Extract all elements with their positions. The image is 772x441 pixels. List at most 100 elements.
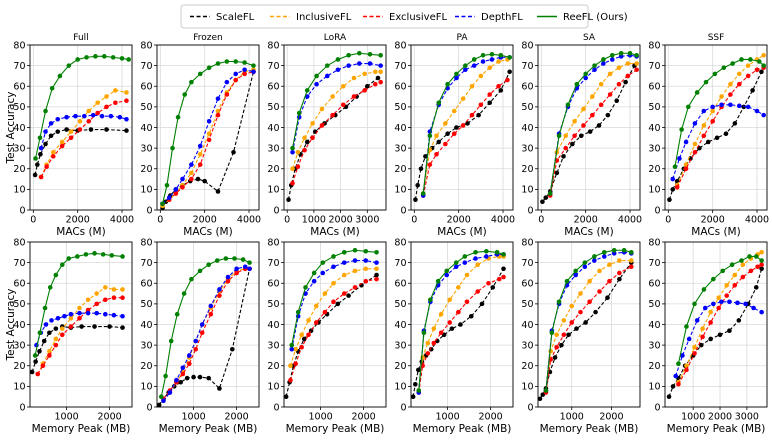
- data-point-reefl-ours: [547, 191, 553, 196]
- y-tick-label: 80: [140, 40, 152, 51]
- data-point-inclusivefl: [431, 326, 437, 331]
- data-point-exclusivefl: [189, 176, 194, 182]
- data-point-exclusivefl: [692, 149, 698, 155]
- panel-r0-c1: 0 10 20 30 40 50 60 70 80 0 2000 4000 MACs (M) Frozen: [140, 33, 261, 238]
- data-point-reefl-ours: [170, 145, 175, 151]
- data-point-scalefl: [423, 154, 428, 159]
- data-point-depthfl: [242, 264, 248, 270]
- data-point-reefl-ours: [573, 268, 578, 274]
- data-point-scalefl: [416, 367, 421, 373]
- y-tick-label: 80: [267, 40, 279, 51]
- y-tick-label: 50: [394, 102, 406, 113]
- x-axis-label: Memory Peak (MB): [159, 423, 258, 435]
- y-tick-label: 30: [521, 143, 533, 154]
- data-point-exclusivefl: [487, 92, 493, 97]
- series-line-exclusivefl: [549, 69, 637, 196]
- data-point-depthfl: [251, 69, 256, 75]
- x-tick-label: 0: [538, 215, 544, 226]
- data-point-exclusivefl: [299, 344, 304, 350]
- data-point-reefl-ours: [174, 311, 180, 317]
- data-point-exclusivefl: [496, 83, 501, 89]
- data-point-scalefl: [543, 195, 549, 200]
- series-line-depthfl: [418, 253, 504, 393]
- data-point-inclusivefl: [378, 69, 383, 75]
- data-point-reefl-ours: [126, 57, 131, 62]
- data-point-exclusivefl: [451, 131, 457, 136]
- x-axis-label: MACs (M): [310, 226, 359, 238]
- data-point-exclusivefl: [234, 270, 239, 276]
- y-tick-label: 20: [267, 361, 279, 372]
- data-point-depthfl: [117, 114, 123, 120]
- data-point-scalefl: [667, 197, 672, 202]
- data-point-reefl-ours: [592, 63, 597, 68]
- data-point-exclusivefl: [186, 361, 192, 366]
- data-point-exclusivefl: [322, 309, 328, 315]
- x-tick-label: 4000: [618, 215, 642, 226]
- data-point-depthfl: [206, 119, 212, 124]
- data-point-depthfl: [735, 300, 740, 306]
- x-tick-label: 2000: [193, 215, 217, 226]
- data-point-reefl-ours: [346, 53, 351, 58]
- data-point-inclusivefl: [310, 121, 315, 126]
- data-point-depthfl: [103, 311, 108, 317]
- data-point-reefl-ours: [93, 54, 98, 59]
- data-point-scalefl: [37, 349, 42, 354]
- data-point-reefl-ours: [181, 291, 187, 296]
- y-tick-label: 80: [648, 237, 660, 248]
- panel-r0-c5: 0 10 20 30 40 50 60 70 80 0 2000 4000 MACs (M) SSF: [648, 33, 769, 238]
- data-point-exclusivefl: [745, 73, 751, 79]
- y-tick-label: 20: [648, 361, 660, 372]
- data-point-exclusivefl: [38, 174, 44, 180]
- data-point-scalefl: [284, 394, 289, 399]
- x-axis-label: MACs (M): [564, 226, 613, 238]
- data-point-reefl-ours: [335, 57, 341, 62]
- y-tick-label: 20: [13, 361, 25, 372]
- data-point-depthfl: [673, 373, 679, 379]
- data-point-depthfl: [68, 311, 74, 317]
- data-point-scalefl: [107, 324, 112, 329]
- data-point-inclusivefl: [206, 131, 212, 136]
- data-point-inclusivefl: [759, 250, 764, 255]
- data-point-scalefl: [759, 69, 764, 75]
- data-point-exclusivefl: [180, 185, 185, 190]
- data-point-reefl-ours: [436, 100, 442, 106]
- y-tick-label: 10: [394, 185, 406, 196]
- data-point-scalefl: [538, 396, 543, 402]
- y-tick-label: 0: [400, 205, 406, 216]
- data-point-depthfl: [453, 264, 459, 270]
- x-tick-label: 4000: [491, 215, 515, 226]
- data-point-inclusivefl: [572, 119, 577, 124]
- y-tick-label: 60: [267, 82, 279, 93]
- y-tick-label: 40: [648, 320, 660, 331]
- panel-title: LoRA: [324, 33, 347, 43]
- data-point-inclusivefl: [425, 340, 431, 346]
- y-tick-label: 60: [521, 279, 533, 290]
- data-point-inclusivefl: [290, 166, 295, 172]
- data-point-reefl-ours: [484, 248, 489, 254]
- data-point-depthfl: [346, 63, 351, 68]
- y-tick-label: 70: [521, 258, 533, 269]
- data-point-scalefl: [554, 170, 560, 176]
- y-tick-label: 20: [521, 164, 533, 175]
- y-tick-label: 60: [648, 82, 660, 93]
- panel-r0-c3: 0 10 20 30 40 50 60 70 80 0 2000 4000 MACs (M) PA: [394, 33, 515, 238]
- data-point-exclusivefl: [363, 278, 369, 284]
- data-point-inclusivefl: [716, 295, 721, 300]
- y-tick-label: 40: [521, 123, 533, 134]
- data-point-inclusivefl: [625, 61, 631, 66]
- y-tick-label: 50: [140, 102, 152, 113]
- data-point-exclusivefl: [572, 133, 577, 139]
- data-point-reefl-ours: [53, 272, 59, 278]
- data-point-depthfl: [304, 94, 310, 99]
- x-tick-label: 1000: [302, 215, 326, 226]
- data-point-exclusivefl: [330, 112, 335, 118]
- data-point-reefl-ours: [251, 63, 256, 68]
- y-tick-label: 70: [267, 258, 279, 269]
- y-tick-label: 40: [394, 123, 406, 134]
- data-point-exclusivefl: [208, 311, 214, 317]
- data-point-reefl-ours: [206, 262, 211, 267]
- data-point-inclusivefl: [111, 287, 117, 292]
- data-point-exclusivefl: [434, 152, 439, 157]
- data-point-exclusivefl: [306, 332, 311, 338]
